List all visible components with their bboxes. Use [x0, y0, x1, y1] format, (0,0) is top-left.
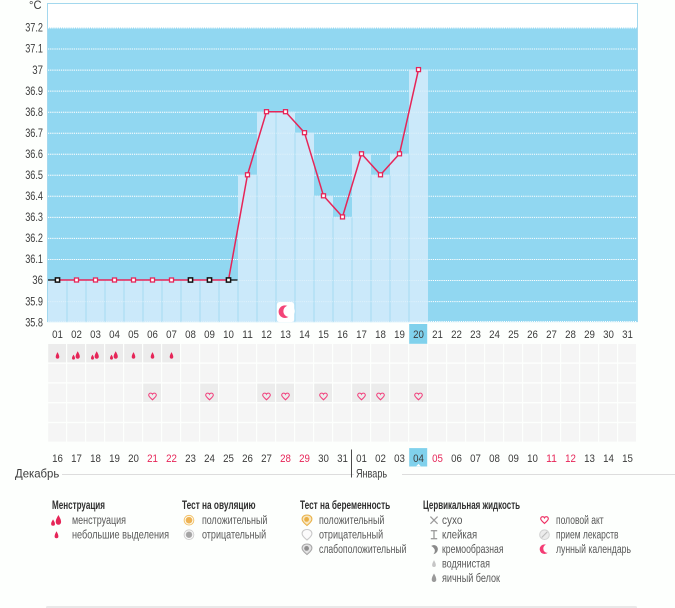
svg-text:25: 25 — [223, 453, 234, 465]
svg-text:31: 31 — [622, 329, 633, 341]
svg-text:28: 28 — [280, 453, 291, 465]
svg-text:09: 09 — [508, 453, 519, 465]
svg-text:07: 07 — [166, 329, 177, 341]
svg-text:26: 26 — [242, 453, 253, 465]
svg-text:21: 21 — [147, 453, 158, 465]
svg-text:06: 06 — [147, 329, 158, 341]
svg-text:отрицательный: отрицательный — [319, 530, 383, 542]
svg-text:19: 19 — [109, 453, 120, 465]
svg-text:09: 09 — [204, 329, 215, 341]
svg-text:27: 27 — [546, 329, 557, 341]
svg-text:кремообразная: кремообразная — [442, 544, 504, 556]
svg-text:12: 12 — [565, 453, 576, 465]
svg-text:лунный календарь: лунный календарь — [556, 544, 631, 556]
svg-text:31: 31 — [337, 453, 348, 465]
svg-text:20: 20 — [128, 453, 139, 465]
svg-text:29: 29 — [584, 329, 595, 341]
svg-text:04: 04 — [413, 453, 424, 465]
svg-text:°C: °C — [29, 0, 42, 12]
svg-text:сухо: сухо — [442, 515, 462, 527]
svg-text:25: 25 — [508, 329, 519, 341]
svg-text:30: 30 — [603, 329, 614, 341]
svg-text:37.2: 37.2 — [25, 23, 43, 35]
svg-text:положительный: положительный — [202, 515, 267, 527]
svg-text:половой акт: половой акт — [556, 515, 604, 527]
svg-text:24: 24 — [204, 453, 215, 465]
svg-text:36.5: 36.5 — [25, 170, 43, 182]
svg-text:36.2: 36.2 — [25, 233, 43, 245]
svg-text:37: 37 — [32, 65, 43, 77]
svg-text:08: 08 — [185, 329, 196, 341]
svg-text:17: 17 — [71, 453, 82, 465]
svg-text:10: 10 — [223, 329, 234, 341]
svg-text:36.7: 36.7 — [25, 128, 43, 140]
svg-text:11: 11 — [546, 453, 557, 465]
svg-text:12: 12 — [261, 329, 272, 341]
svg-text:01: 01 — [356, 453, 367, 465]
svg-text:Цервикальная жидкость: Цервикальная жидкость — [423, 500, 520, 512]
svg-text:прием лекарств: прием лекарств — [556, 530, 619, 542]
svg-text:11: 11 — [242, 329, 253, 341]
svg-text:35.9: 35.9 — [25, 296, 43, 308]
svg-text:23: 23 — [185, 453, 196, 465]
svg-text:14: 14 — [299, 329, 310, 341]
svg-text:36: 36 — [32, 275, 43, 287]
svg-text:06: 06 — [451, 453, 462, 465]
svg-text:13: 13 — [280, 329, 291, 341]
svg-text:24: 24 — [489, 329, 500, 341]
svg-text:04: 04 — [109, 329, 120, 341]
svg-text:Декабрь: Декабрь — [15, 467, 59, 481]
svg-text:18: 18 — [90, 453, 101, 465]
svg-text:35.8: 35.8 — [25, 317, 43, 329]
svg-text:27: 27 — [261, 453, 272, 465]
svg-text:10: 10 — [527, 453, 538, 465]
svg-text:36.3: 36.3 — [25, 212, 43, 224]
svg-text:36.6: 36.6 — [25, 149, 43, 161]
svg-text:37.1: 37.1 — [25, 44, 43, 56]
svg-text:яичный белок: яичный белок — [442, 573, 501, 585]
svg-text:23: 23 — [470, 329, 481, 341]
svg-text:21: 21 — [432, 329, 443, 341]
svg-text:менструация: менструация — [72, 515, 126, 527]
svg-text:02: 02 — [71, 329, 82, 341]
svg-text:30: 30 — [318, 453, 329, 465]
svg-text:слабоположительный: слабоположительный — [319, 544, 406, 556]
svg-text:13: 13 — [584, 453, 595, 465]
svg-text:16: 16 — [337, 329, 348, 341]
svg-text:клейкая: клейкая — [442, 530, 477, 542]
svg-text:22: 22 — [166, 453, 177, 465]
svg-text:положительный: положительный — [319, 515, 384, 527]
svg-text:26: 26 — [527, 329, 538, 341]
svg-text:отрицательный: отрицательный — [202, 530, 266, 542]
svg-text:01: 01 — [52, 329, 63, 341]
svg-text:29: 29 — [299, 453, 310, 465]
svg-text:02: 02 — [375, 453, 386, 465]
svg-text:Тест на овуляцию: Тест на овуляцию — [182, 500, 256, 512]
svg-text:19: 19 — [394, 329, 405, 341]
svg-text:небольшие выделения: небольшие выделения — [72, 530, 169, 542]
svg-text:20: 20 — [413, 329, 424, 341]
svg-text:15: 15 — [318, 329, 329, 341]
svg-text:16: 16 — [52, 453, 63, 465]
svg-text:08: 08 — [489, 453, 500, 465]
svg-text:03: 03 — [394, 453, 405, 465]
svg-text:36.8: 36.8 — [25, 107, 43, 119]
svg-text:07: 07 — [470, 453, 481, 465]
svg-text:36.1: 36.1 — [25, 254, 43, 266]
svg-text:Менструация: Менструация — [52, 500, 105, 512]
svg-text:05: 05 — [128, 329, 139, 341]
svg-text:17: 17 — [356, 329, 367, 341]
svg-text:18: 18 — [375, 329, 386, 341]
svg-text:водянистая: водянистая — [442, 559, 490, 571]
svg-text:03: 03 — [90, 329, 101, 341]
svg-text:Январь: Январь — [356, 467, 387, 481]
svg-text:15: 15 — [622, 453, 633, 465]
svg-text:36.9: 36.9 — [25, 86, 43, 98]
svg-text:05: 05 — [432, 453, 443, 465]
svg-text:22: 22 — [451, 329, 462, 341]
svg-text:14: 14 — [603, 453, 614, 465]
svg-text:Тест на беременность: Тест на беременность — [300, 500, 390, 512]
svg-text:36.4: 36.4 — [25, 191, 43, 203]
svg-text:28: 28 — [565, 329, 576, 341]
